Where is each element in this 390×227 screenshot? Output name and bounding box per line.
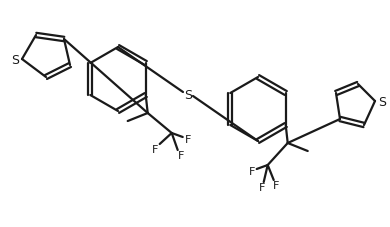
Text: F: F [152,144,158,154]
Text: S: S [378,95,386,108]
Text: F: F [259,182,265,192]
Text: S: S [11,53,19,66]
Text: S: S [184,88,192,101]
Text: F: F [177,150,184,160]
Text: F: F [248,166,255,176]
Text: F: F [273,180,279,190]
Text: F: F [184,134,191,144]
